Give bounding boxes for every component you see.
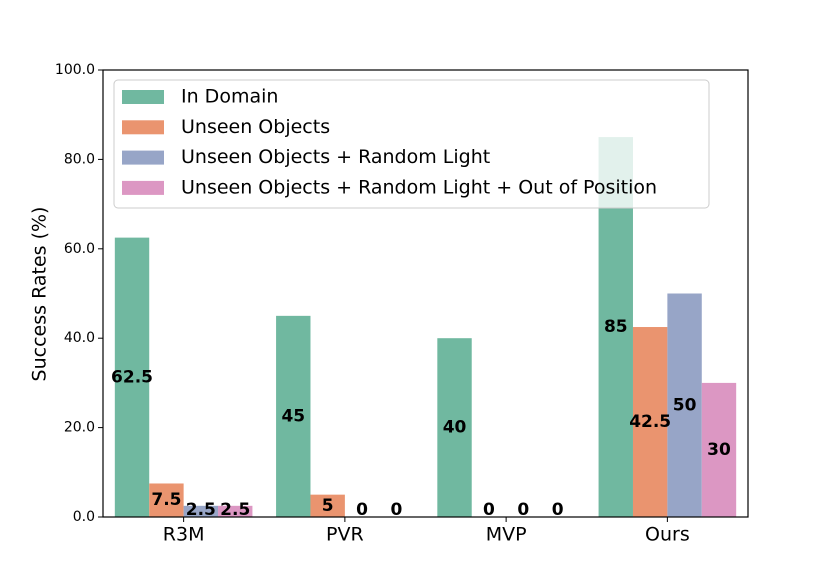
y-axis-label: Success Rates (%) xyxy=(29,207,51,382)
bar-value-label: 0 xyxy=(483,500,495,520)
y-tick-label: 60.0 xyxy=(64,241,95,257)
legend-swatch xyxy=(122,180,164,195)
x-axis: R3M PVR MVP Ours xyxy=(163,517,690,546)
y-tick-label: 80.0 xyxy=(64,151,95,167)
bar-r3m-series-4 xyxy=(218,505,253,517)
bar-value-label: 62.5 xyxy=(111,367,153,387)
legend-entry-label: Unseen Objects xyxy=(181,116,330,138)
y-axis: 0.0 20.0 40.0 60.0 80.0 100.0 xyxy=(55,62,103,525)
legend-entry-label: Unseen Objects + Random Light + Out of P… xyxy=(181,176,657,198)
bar-value-label: 40 xyxy=(443,418,467,438)
bar-value-label: 42.5 xyxy=(629,412,671,432)
legend-swatch xyxy=(122,150,164,165)
bar-value-label: 2.5 xyxy=(220,500,250,520)
x-tick-label-r3m: R3M xyxy=(163,524,205,546)
bar-r3m-series-1 xyxy=(114,237,150,517)
y-tick-label: 40.0 xyxy=(64,330,95,346)
legend-entry-label: In Domain xyxy=(181,86,278,108)
y-tick-label: 100.0 xyxy=(55,62,95,78)
bar-value-label: 0 xyxy=(391,500,403,520)
bar-ours-series-3 xyxy=(667,293,702,517)
bar-pvr-series-1 xyxy=(276,315,311,517)
bar-value-label: 5 xyxy=(322,496,334,516)
bar-value-label: 2.5 xyxy=(186,500,216,520)
bar-value-label: 50 xyxy=(673,395,697,415)
bar-ours-series-2 xyxy=(632,327,668,517)
x-tick-label-pvr: PVR xyxy=(326,524,364,546)
bar-value-label: 45 xyxy=(281,406,305,426)
legend-swatch xyxy=(122,90,164,104)
bar-ours-series-4 xyxy=(701,382,737,517)
bar-value-label: 7.5 xyxy=(151,490,181,510)
plot-frame xyxy=(102,69,749,518)
bar-r3m-series-3 xyxy=(183,505,219,517)
bar-pvr-series-2 xyxy=(310,494,345,517)
legend: In Domain Unseen Objects Unseen Objects + … xyxy=(113,79,710,209)
y-tick-label: 0.0 xyxy=(73,509,95,525)
bar-value-label: 85 xyxy=(604,317,628,337)
y-tick-label: 20.0 xyxy=(64,420,95,436)
bar-mvp-series-1 xyxy=(437,338,472,517)
bar-value-label: 0 xyxy=(356,500,368,520)
x-tick-label-ours: Ours xyxy=(645,524,690,546)
legend-box xyxy=(113,79,710,209)
legend-swatch xyxy=(122,120,164,135)
legend-entry-label: Unseen Objects + Random Light xyxy=(181,146,490,168)
bar-value-label: 0 xyxy=(517,500,529,520)
bar-value-label: 30 xyxy=(707,440,731,460)
bar-value-label: 0 xyxy=(552,500,564,520)
x-tick-label-mvp: MVP xyxy=(486,524,527,546)
bar-r3m-series-2 xyxy=(149,483,184,517)
